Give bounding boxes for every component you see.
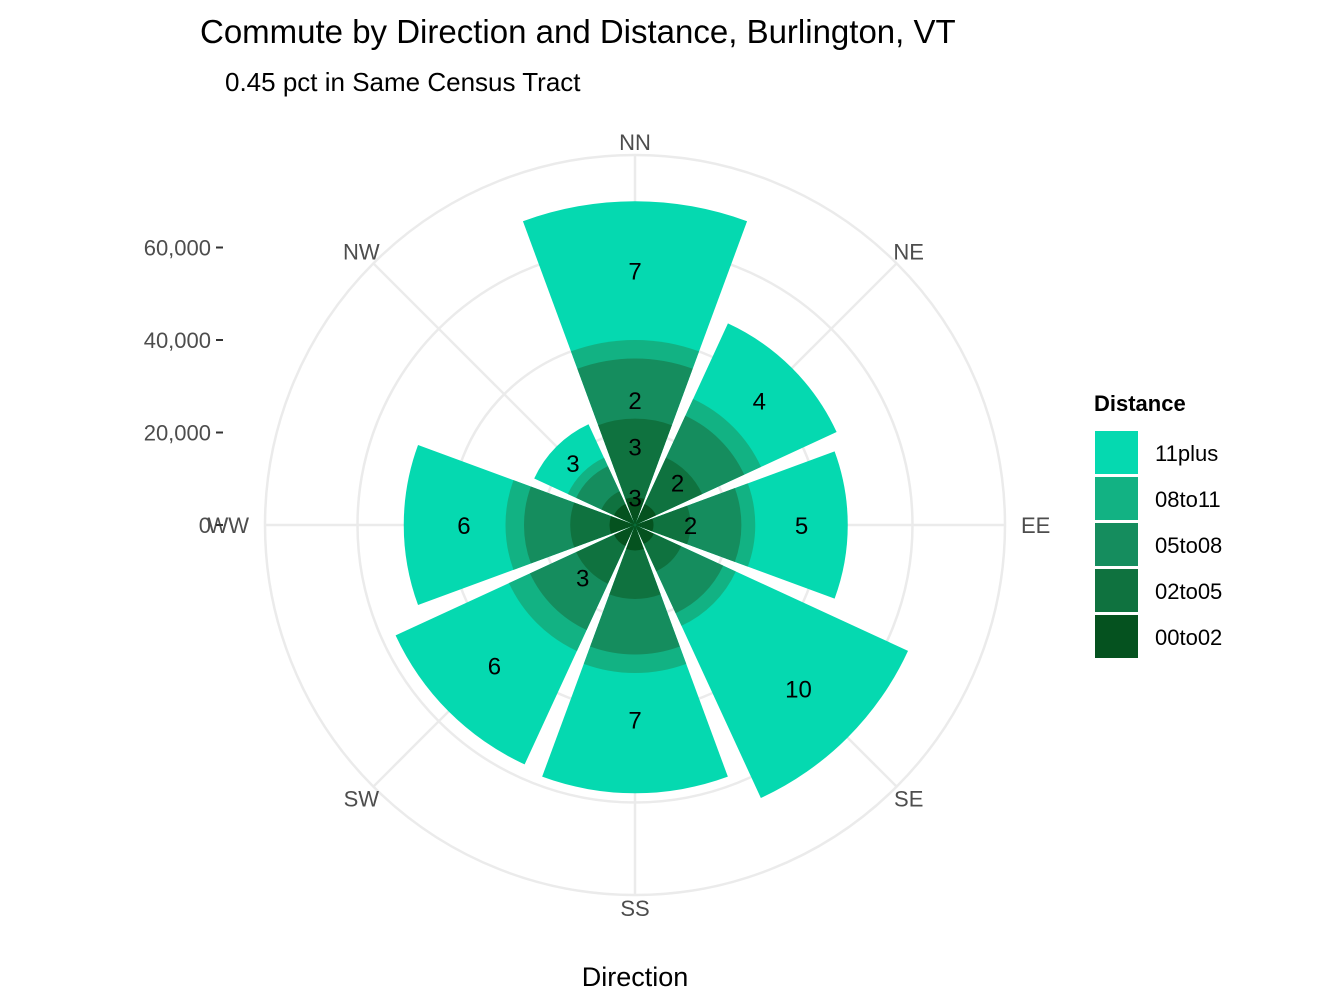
- bar-SE-00to02: [635, 525, 654, 544]
- bar-label-NN-0: 7: [628, 259, 641, 286]
- direction-label-NN: NN: [619, 130, 651, 155]
- direction-label-SS: SS: [620, 896, 649, 921]
- direction-label-WW: WW: [207, 513, 249, 538]
- legend-label-05to08: 05to08: [1155, 533, 1222, 558]
- legend-swatch-05to08: [1095, 523, 1138, 566]
- y-axis: 0 20,000 40,000 60,000: [144, 236, 223, 538]
- direction-label-EE: EE: [1021, 513, 1050, 538]
- bar-SW-00to02: [614, 525, 635, 546]
- legend-swatch-02to05: [1095, 569, 1138, 612]
- direction-label-NE: NE: [893, 239, 924, 264]
- legend-swatch-00to02: [1095, 615, 1138, 658]
- bar-EE-02to05: [635, 505, 691, 545]
- chart-title: Commute by Direction and Distance, Burli…: [200, 13, 956, 50]
- y-tick-label-2: 40,000: [144, 328, 211, 353]
- y-tick-label-3: 60,000: [144, 236, 211, 261]
- direction-labels: NN NE EE SE SS SW WW NW: [207, 130, 1050, 921]
- legend-label-00to02: 00to02: [1155, 625, 1222, 650]
- y-tick-label-0: 0: [199, 513, 211, 538]
- legend-swatch-11plus: [1095, 431, 1138, 474]
- bar-labels: 7 2 3 3 4 2 5 2 10 7 6 3 6 3: [457, 259, 812, 735]
- bar-label-EE-7: 2: [684, 513, 697, 540]
- bar-label-SS-9: 7: [628, 707, 641, 734]
- direction-label-NW: NW: [343, 239, 380, 264]
- bar-label-SW-11: 3: [576, 565, 589, 592]
- bar-label-SE-8: 10: [785, 677, 812, 704]
- bar-label-NN-2: 3: [628, 434, 641, 461]
- bar-SS-02to05: [609, 525, 661, 600]
- bar-label-NE-5: 2: [671, 471, 684, 498]
- legend-label-08to11: 08to11: [1155, 487, 1221, 512]
- bar-WW-00to02: [609, 516, 635, 534]
- bar-label-WW-12: 6: [457, 513, 470, 540]
- bar-SS-00to02: [626, 525, 644, 551]
- bar-NE-00to02: [635, 504, 656, 525]
- bar-WW-02to05: [570, 502, 635, 548]
- bar-label-NN-3: 3: [628, 485, 641, 512]
- legend-title: Distance: [1094, 391, 1186, 416]
- legend-label-02to05: 02to05: [1155, 579, 1222, 604]
- direction-label-SW: SW: [344, 787, 380, 812]
- bar-NW-00to02: [614, 504, 635, 525]
- legend-label-11plus: 11plus: [1155, 441, 1218, 466]
- bar-label-SW-10: 6: [488, 654, 501, 681]
- chart-subtitle: 0.45 pct in Same Census Tract: [225, 67, 581, 97]
- bar-EE-00to02: [635, 518, 654, 532]
- bar-NN-02to05: [598, 418, 672, 525]
- y-tick-label-1: 20,000: [144, 421, 211, 446]
- direction-label-SE: SE: [894, 787, 923, 812]
- bar-label-NN-1: 2: [628, 388, 641, 415]
- bars: [395, 201, 909, 799]
- bar-label-NE-4: 4: [753, 389, 766, 416]
- bar-label-NW-13: 3: [566, 451, 579, 478]
- bar-NE-02to05: [635, 457, 703, 525]
- x-axis-label: Direction: [582, 962, 689, 992]
- legend: Distance 11plus 08to11 05to08 02to05 00to02: [1094, 391, 1222, 658]
- bar-label-EE-6: 5: [795, 513, 808, 540]
- legend-swatch-08to11: [1095, 477, 1138, 520]
- bar-NN-00to02: [625, 497, 645, 525]
